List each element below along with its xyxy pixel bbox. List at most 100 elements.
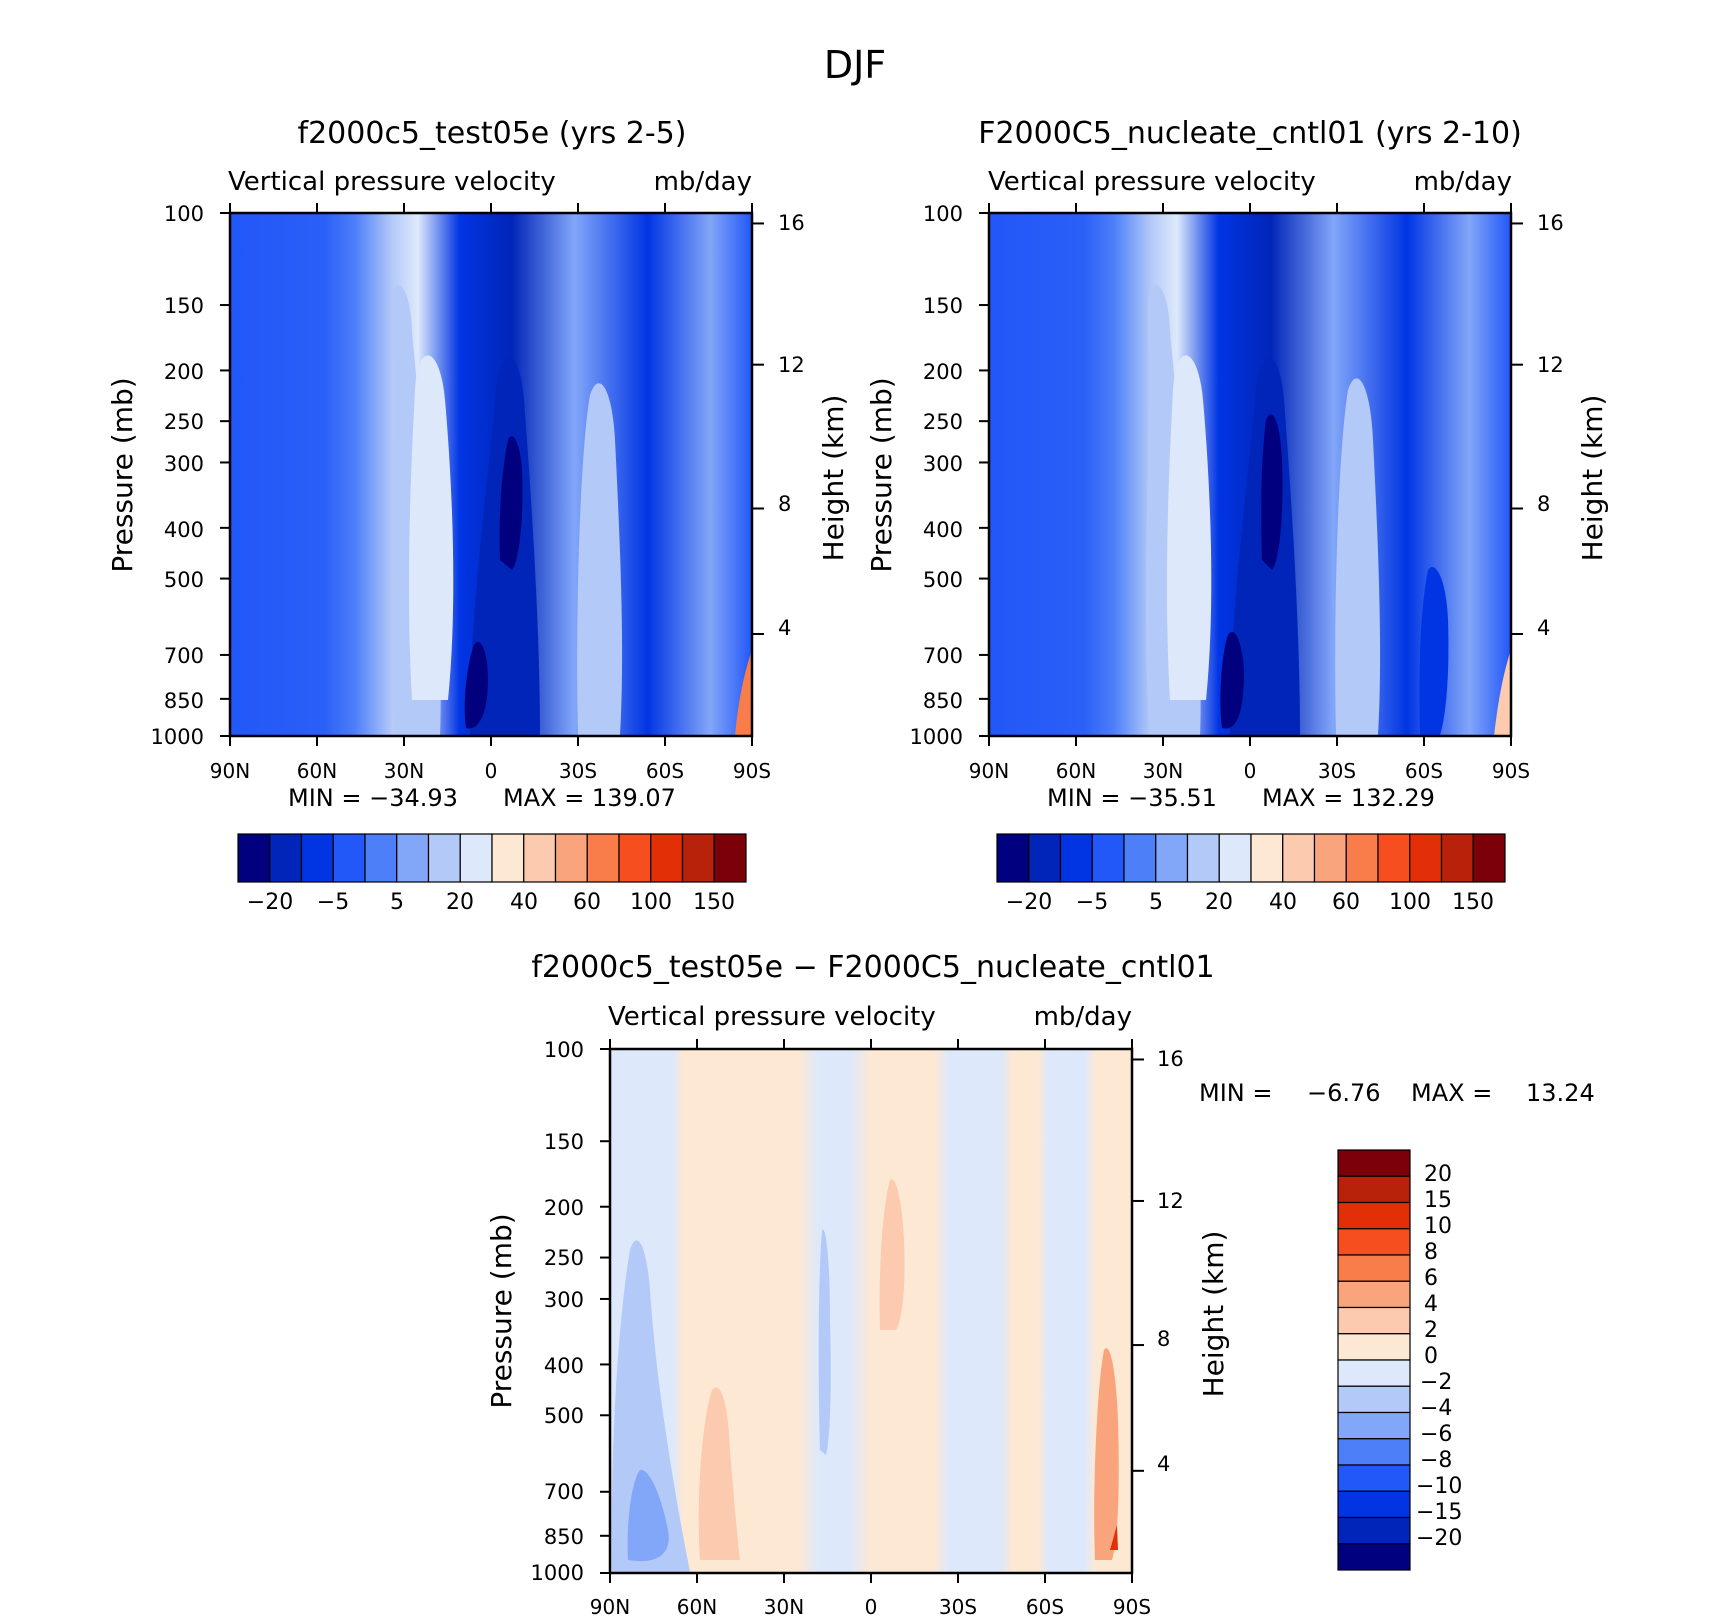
panel-2-cb-label-3: 5 [1149, 890, 1163, 915]
panel-1-ytick-700: 700 [164, 644, 204, 668]
panel-3-colorbar-swatch-15 [1337, 1516, 1411, 1545]
panel-2-colorbar-swatch-14 [1409, 833, 1443, 883]
panel-3-cb-label-4: 8 [1424, 1240, 1438, 1265]
panel-2-xtick-0: 0 [1244, 759, 1257, 783]
panel-1-field-darkest-core [499, 436, 523, 570]
panel-2-min-label: MIN = −35.51 [1047, 784, 1217, 812]
panel-2-colorbar-swatch-13 [1377, 833, 1411, 883]
panel-3-ylabel: Pressure (mb) [485, 1213, 518, 1408]
panel-3-cb-label-9: −2 [1420, 1370, 1452, 1395]
panel-3-ytick-700: 700 [544, 1480, 584, 1504]
panel-3-field-negative-core [627, 1469, 669, 1562]
panel-2-cb-label-5: 40 [1269, 890, 1297, 915]
panel-3-ytick-right-16: 16 [1157, 1047, 1184, 1071]
panel-2-colorbar-swatch-5 [1123, 833, 1157, 883]
panel-2-xtick-30n: 30N [1143, 759, 1183, 783]
panel-3-cb-label-12: −8 [1420, 1448, 1452, 1473]
panel-2-colorbar-swatch-2 [1028, 833, 1062, 883]
panel-1-xtick-0: 0 [485, 759, 498, 783]
panel-3-colorbar-swatch-5 [1337, 1254, 1411, 1282]
panel-1-colorbar-swatch-12 [586, 833, 620, 883]
panel-1-colorbar-swatch-11 [554, 833, 588, 883]
panel-3-colorbar-swatch-16 [1337, 1543, 1411, 1571]
panel-3-colorbar-swatch-11 [1337, 1411, 1411, 1440]
panel-3-ylabel-right: Height (km) [1197, 1231, 1230, 1398]
panel-2-cb-label-1: −20 [1006, 890, 1052, 915]
panel-2-ylabel-right: Height (km) [1576, 395, 1609, 562]
panel-1-colorbar-swatch-4 [332, 833, 366, 883]
panel-3-max-value: 13.24 [1526, 1079, 1595, 1107]
panel-2-field-dark-spot [1220, 631, 1244, 729]
panel-1-xtick-30n: 30N [384, 759, 424, 783]
panel-3-colorbar-swatch-2 [1337, 1175, 1411, 1204]
panel-1-subtitle-left: Vertical pressure velocity [228, 167, 556, 197]
panel-1-colorbar-swatch-5 [364, 833, 398, 883]
panel-1-colorbar-swatch-1 [237, 833, 271, 883]
panel-3-cb-label-13: −10 [1416, 1474, 1462, 1499]
panel-2-colorbar-swatch-4 [1091, 833, 1125, 883]
panel-3-min-value: −6.76 [1307, 1079, 1381, 1107]
panel-1-colorbar [237, 833, 747, 883]
panel-1-y-axis: 100 150 200 250 300 400 500 700 850 1000 [151, 202, 204, 749]
panel-3-colorbar-swatch-6 [1337, 1280, 1411, 1309]
panel-1-subtitle-right: mb/day [654, 167, 752, 197]
panel-1-cb-label-2: −5 [317, 890, 349, 915]
panel-3-cb-label-6: 4 [1424, 1292, 1438, 1317]
figure-title: DJF [824, 43, 886, 87]
panel-3-ytick-400: 400 [544, 1354, 584, 1378]
panel-3-cb-label-1: 20 [1424, 1162, 1452, 1187]
panel-2-ytick-100: 100 [923, 202, 963, 226]
panel-1-colorbar-swatch-10 [523, 833, 557, 883]
panel-1-ytick-right-4: 4 [778, 616, 791, 640]
panel-2-colorbar-swatch-1 [996, 833, 1030, 883]
panel-2-cb-label-6: 60 [1332, 890, 1360, 915]
panel-1-title: f2000c5_test05e (yrs 2-5) [298, 116, 687, 151]
panel-2-field-lightest-core [1166, 355, 1212, 700]
panel-1-cb-label-5: 40 [510, 890, 538, 915]
panel-2-colorbar-swatch-15 [1440, 833, 1474, 883]
panel-3-cb-label-10: −4 [1420, 1396, 1452, 1421]
panel-1-colorbar-swatch-13 [618, 833, 652, 883]
panel-3-xtick-90s: 90S [1113, 1595, 1151, 1616]
panel-2-colorbar-labels: −20 −5 5 20 40 60 100 150 [1006, 890, 1494, 915]
panel-2-ytick-400: 400 [923, 518, 963, 542]
panel-3-x-axis: 90N 60N 30N 0 30S 60S 90S [590, 1595, 1151, 1616]
panel-3-ytick-150: 150 [544, 1130, 584, 1154]
panel-1-ytick-200: 200 [164, 360, 204, 384]
panel-1-field-lightest-core [408, 355, 454, 700]
panel-2-ytick-250: 250 [923, 410, 963, 434]
panel-1-ylabel-right: Height (km) [817, 395, 850, 562]
panel-3-y-axis: 100 150 200 250 300 400 500 700 850 1000 [531, 1038, 584, 1585]
panel-1-field-dark-spot [464, 641, 488, 729]
panel-2-colorbar-swatch-16 [1472, 833, 1506, 883]
panel-3-min-label: MIN = [1199, 1079, 1272, 1107]
panel-2-ytick-850: 850 [923, 689, 963, 713]
panel-2: F2000C5_nucleate_cntl01 (yrs 2-10) Verti… [865, 116, 1609, 915]
panel-3-field-negative-patch [611, 1240, 690, 1572]
panel-2-ytick-700: 700 [923, 644, 963, 668]
panel-3-plot-area [608, 1047, 1134, 1575]
panel-3-minmax: MIN = −6.76 MAX = 13.24 [1199, 1079, 1595, 1107]
panel-3-ytick-200: 200 [544, 1196, 584, 1220]
panel-3-ytick-right-4: 4 [1157, 1452, 1170, 1476]
panel-3-ytick-right-12: 12 [1157, 1189, 1184, 1213]
panel-2-colorbar-swatch-3 [1059, 833, 1093, 883]
panel-2-ytick-1000: 1000 [910, 725, 963, 749]
panel-1-x-axis: 90N 60N 30N 0 30S 60S 90S [210, 759, 771, 783]
panel-3-cb-label-3: 10 [1424, 1214, 1452, 1239]
panel-2-colorbar-swatch-12 [1345, 833, 1379, 883]
panel-2-field-warm-corner [1494, 650, 1511, 736]
panel-2-ytick-500: 500 [923, 568, 963, 592]
panel-2-field-dark-band-south [1419, 567, 1449, 735]
panel-1-ytick-250: 250 [164, 410, 204, 434]
panel-3-subtitle-right: mb/day [1034, 1002, 1132, 1032]
panel-1-cb-label-6: 60 [573, 890, 601, 915]
panel-1-field-light-band-south [577, 383, 623, 735]
panel-1-cb-label-1: −20 [247, 890, 293, 915]
panel-1-ytick-right-8: 8 [778, 492, 791, 516]
panel-3-ytick-1000: 1000 [531, 1561, 584, 1585]
panel-1-plot-area [228, 211, 754, 738]
panel-3-field-positive-streak-1 [698, 1387, 740, 1560]
panel-2-xtick-30s: 30S [1318, 759, 1356, 783]
panel-3-field-background [610, 1049, 1132, 1573]
